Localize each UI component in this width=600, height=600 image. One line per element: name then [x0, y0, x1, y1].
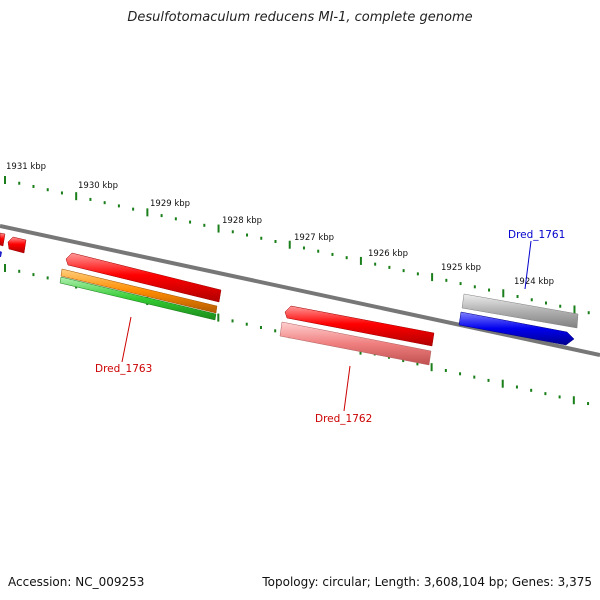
- genome-summary-text: Topology: circular; Length: 3,608,104 bp…: [262, 575, 592, 589]
- leader-dred-1763: [121, 316, 132, 363]
- gene-label-dred-1762[interactable]: Dred_1762: [315, 413, 372, 425]
- gene-green[interactable]: [59, 276, 217, 321]
- gene-orange[interactable]: [60, 268, 218, 314]
- leader-dred-1761: [524, 240, 532, 290]
- scale-label-1928: 1928 kbp: [222, 216, 262, 226]
- scale-ticks-upper: [4, 176, 590, 315]
- gene-gray[interactable]: [461, 293, 579, 329]
- scale-label-1924: 1924 kbp: [514, 277, 554, 287]
- feature-red-left-2[interactable]: [7, 236, 27, 254]
- scale-label-1925: 1925 kbp: [441, 263, 481, 273]
- gene-label-dred-1761[interactable]: Dred_1761: [508, 229, 565, 241]
- accession-text: Accession: NC_009253: [8, 575, 145, 589]
- gene-label-dred-1763[interactable]: Dred_1763: [95, 363, 152, 375]
- scale-label-1931: 1931 kbp: [6, 162, 46, 172]
- scale-label-1927: 1927 kbp: [294, 233, 334, 243]
- feature-blue-left[interactable]: [0, 251, 2, 257]
- feature-red-left-1[interactable]: [0, 232, 6, 247]
- gene-red-1762[interactable]: [284, 305, 435, 347]
- leader-dred-1762: [343, 365, 351, 412]
- scale-label-1926: 1926 kbp: [368, 249, 408, 259]
- map-title: Desulfotomaculum reducens MI-1, complete…: [127, 10, 473, 25]
- gene-red-light[interactable]: [279, 321, 432, 366]
- gene-blue-1761[interactable]: [458, 311, 575, 346]
- scale-label-1929: 1929 kbp: [150, 199, 190, 209]
- scale-label-1930: 1930 kbp: [78, 181, 118, 191]
- gene-red-1763[interactable]: [65, 252, 222, 303]
- genome-backbone: [0, 224, 600, 357]
